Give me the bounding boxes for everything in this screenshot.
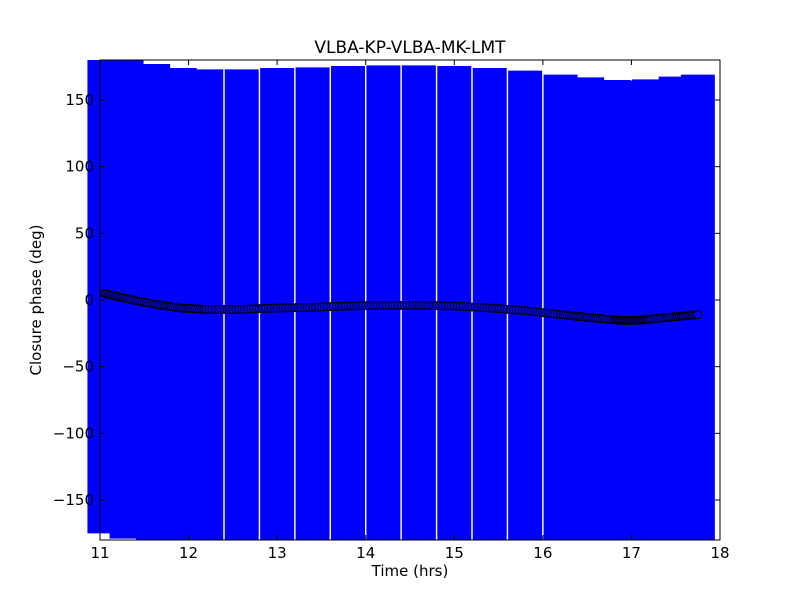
y-tick-label: −100	[53, 424, 94, 442]
y-tick-label: 0	[84, 291, 94, 309]
ticks: 11 12 13 14 15 16 17 18 150 100 50 0 −50 −100 −150	[53, 60, 730, 562]
plot-area	[87, 60, 715, 540]
x-tick-label: 14	[356, 544, 375, 562]
data-point	[693, 310, 703, 320]
y-tick-label: −150	[53, 491, 94, 509]
y-tick-label: −50	[62, 358, 94, 376]
x-tick-label: 15	[445, 544, 464, 562]
x-tick-label: 18	[710, 544, 729, 562]
y-tick-label: 50	[75, 224, 94, 242]
y-tick-label: 150	[65, 91, 94, 109]
x-tick-label: 13	[268, 544, 287, 562]
x-tick-label: 17	[622, 544, 641, 562]
chart-title: VLBA-KP-VLBA-MK-LMT	[314, 38, 506, 58]
x-axis-label: Time (hrs)	[371, 562, 449, 580]
x-tick-label: 16	[533, 544, 552, 562]
x-tick-label: 12	[179, 544, 198, 562]
x-tick-label: 11	[90, 544, 109, 562]
y-tick-label: 100	[65, 158, 94, 176]
y-axis-label: Closure phase (deg)	[27, 225, 45, 376]
